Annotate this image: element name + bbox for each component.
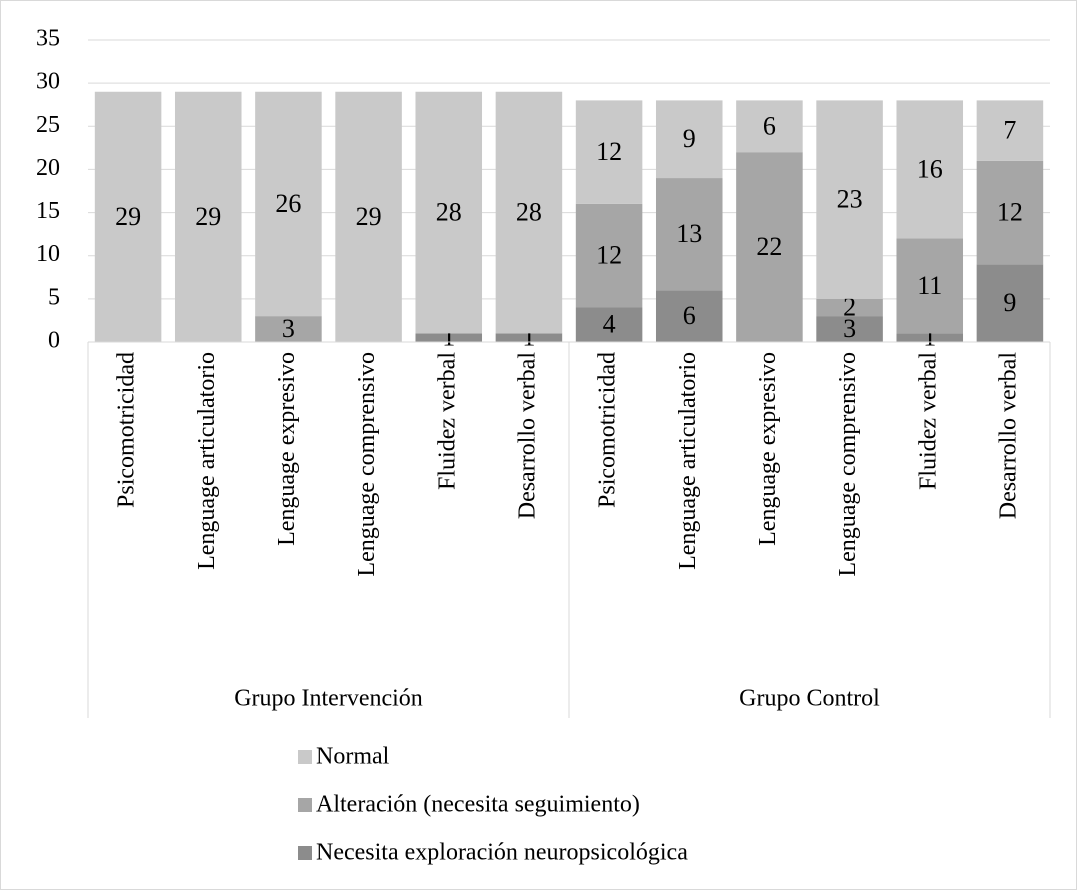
y-tick-label: 10 (36, 241, 60, 267)
x-tick-label: Lenguage articulatorio (194, 352, 220, 570)
bar-segment (575, 100, 643, 204)
data-label: 28 (516, 198, 542, 227)
data-label: 29 (195, 202, 221, 231)
bar-segment (736, 100, 803, 153)
data-label: 12 (997, 198, 1023, 227)
bar-segment (94, 91, 162, 343)
bar-segment (896, 333, 964, 342)
x-tick-label: Desarrollo verbal (995, 352, 1021, 520)
x-tick-label: Lenguage articulatorio (675, 352, 701, 570)
bar-segment (816, 298, 883, 317)
bar-segment (415, 91, 483, 334)
data-label: 3 (843, 314, 856, 343)
data-label: 4 (603, 310, 616, 339)
data-label: 13 (676, 219, 702, 248)
bar-segment (655, 178, 723, 291)
data-label: 16 (917, 154, 943, 183)
data-label: 9 (683, 124, 696, 153)
y-tick-label: 30 (36, 69, 60, 95)
bar-segment (976, 160, 1044, 265)
legend-swatch (298, 846, 312, 860)
x-tick-label: Desarrollo verbal (514, 352, 540, 520)
x-tick-label: Lenguage expresivo (755, 352, 781, 546)
data-label: 12 (596, 241, 622, 270)
y-tick-label: 15 (36, 198, 60, 224)
data-label: 2 (843, 292, 856, 321)
x-tick-label: Lenguage comprensivo (354, 352, 380, 577)
bar-segment (495, 333, 563, 342)
bar-segment (655, 290, 723, 342)
group-label: Grupo Intervención (234, 686, 423, 712)
bar-segment (976, 100, 1044, 161)
bar-segment (575, 307, 643, 342)
bar-segment (575, 203, 643, 308)
x-tick-label: Psicomotricidad (595, 352, 621, 508)
data-label: 22 (756, 232, 782, 261)
bar-segment (816, 316, 883, 342)
y-tick-label: 5 (48, 284, 60, 310)
bar-segment (896, 238, 964, 334)
bar-segment (255, 316, 322, 342)
data-label: 11 (917, 271, 942, 300)
legend-label: Normal (316, 744, 390, 770)
data-label: 6 (683, 301, 696, 330)
data-label: 26 (275, 189, 301, 218)
legend-swatch (298, 750, 312, 764)
x-tick-label: Fluidez verbal (915, 352, 941, 490)
data-label: 12 (596, 137, 622, 166)
bar-segment (736, 152, 803, 342)
x-tick-label: Fluidez verbal (434, 352, 460, 490)
data-label: 29 (115, 202, 141, 231)
bar-segment (255, 91, 322, 317)
data-label: 29 (356, 202, 382, 231)
bar-segment (495, 91, 563, 334)
bar-segment (816, 100, 883, 299)
legend-label: Necesita exploración neuropsicológica (316, 840, 688, 866)
data-label: 28 (436, 198, 462, 227)
legend-label: Alteración (necesita seguimiento) (316, 792, 640, 818)
bar-segment (335, 91, 402, 343)
y-tick-label: 0 (48, 328, 60, 354)
data-label: 9 (1003, 288, 1016, 317)
data-label: 6 (763, 111, 776, 140)
y-tick-label: 25 (36, 112, 60, 138)
bar-segment (415, 333, 483, 342)
data-label: 23 (837, 185, 863, 214)
y-tick-label: 35 (36, 26, 60, 52)
legend-swatch (298, 798, 312, 812)
bar-segment (174, 91, 242, 343)
group-label: Grupo Control (739, 686, 880, 712)
bar-segment (655, 100, 723, 179)
y-tick-label: 20 (36, 155, 60, 181)
bar-segment (976, 264, 1044, 342)
x-tick-label: Lenguage expresivo (274, 352, 300, 546)
x-tick-label: Lenguage comprensivo (835, 352, 861, 577)
data-label: 7 (1003, 116, 1016, 145)
bar-segment (896, 100, 964, 239)
data-label: 3 (282, 314, 295, 343)
x-tick-label: Psicomotricidad (114, 352, 140, 508)
